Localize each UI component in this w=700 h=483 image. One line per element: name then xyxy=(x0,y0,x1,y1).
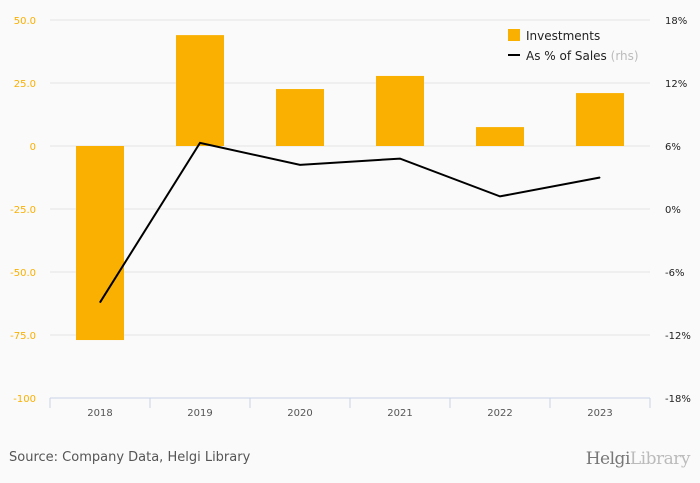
right-tick-label: 18% xyxy=(665,16,687,27)
right-tick-label: -12% xyxy=(665,331,691,342)
bar-2019 xyxy=(176,35,224,147)
line-point-2021 xyxy=(399,158,401,160)
right-tick-label: -18% xyxy=(665,394,691,405)
logo-text-helgi: Helgi xyxy=(585,449,631,469)
line-point-2019 xyxy=(199,142,201,144)
x-tick-label: 2020 xyxy=(287,408,312,419)
logo-text-library: Library xyxy=(629,449,691,469)
line-point-2023 xyxy=(599,177,601,178)
line-point-2018 xyxy=(99,301,101,303)
line-point-2022 xyxy=(499,195,501,197)
legend-label-sales: As % of Sales (rhs) xyxy=(526,49,639,63)
legend-rhs-note: (rhs) xyxy=(611,49,639,63)
legend-swatch-investments xyxy=(508,29,520,41)
x-tick-label: 2019 xyxy=(187,408,212,419)
left-tick-label: 25.0 xyxy=(14,79,36,90)
left-tick-label: -75.0 xyxy=(10,331,36,342)
x-tick-label: 2021 xyxy=(387,408,412,419)
x-tick-label: 2022 xyxy=(487,408,512,419)
x-tick-label: 2018 xyxy=(87,408,112,419)
chart: 50.0 18% 25.0 12% 0 6% -25.0 0% -50.0 -6% -75.0 -12… xyxy=(10,16,691,419)
bar-2023 xyxy=(576,93,624,146)
source-note: Source: Company Data, Helgi Library xyxy=(9,450,251,465)
line-point-2020 xyxy=(299,164,301,166)
helgi-library-logo: HelgiLibrary xyxy=(585,449,691,469)
line-as-pct-of-sales xyxy=(99,141,601,303)
left-tick-label: -25.0 xyxy=(10,205,36,216)
bar-2022 xyxy=(476,127,524,146)
right-tick-label: 6% xyxy=(665,142,681,153)
bar-2020 xyxy=(276,89,324,146)
left-tick-label: 50.0 xyxy=(14,16,36,27)
legend-label-investments: Investments xyxy=(526,29,600,43)
left-tick-label: -100 xyxy=(13,394,36,405)
bar-2018 xyxy=(76,146,124,341)
right-tick-label: -6% xyxy=(665,268,684,279)
left-tick-label: -50.0 xyxy=(10,268,36,279)
right-tick-label: 12% xyxy=(665,79,687,90)
left-tick-label: 0 xyxy=(30,142,36,153)
x-tick-label: 2023 xyxy=(587,408,612,419)
bar-2021 xyxy=(376,75,424,146)
right-tick-label: 0% xyxy=(665,205,681,216)
